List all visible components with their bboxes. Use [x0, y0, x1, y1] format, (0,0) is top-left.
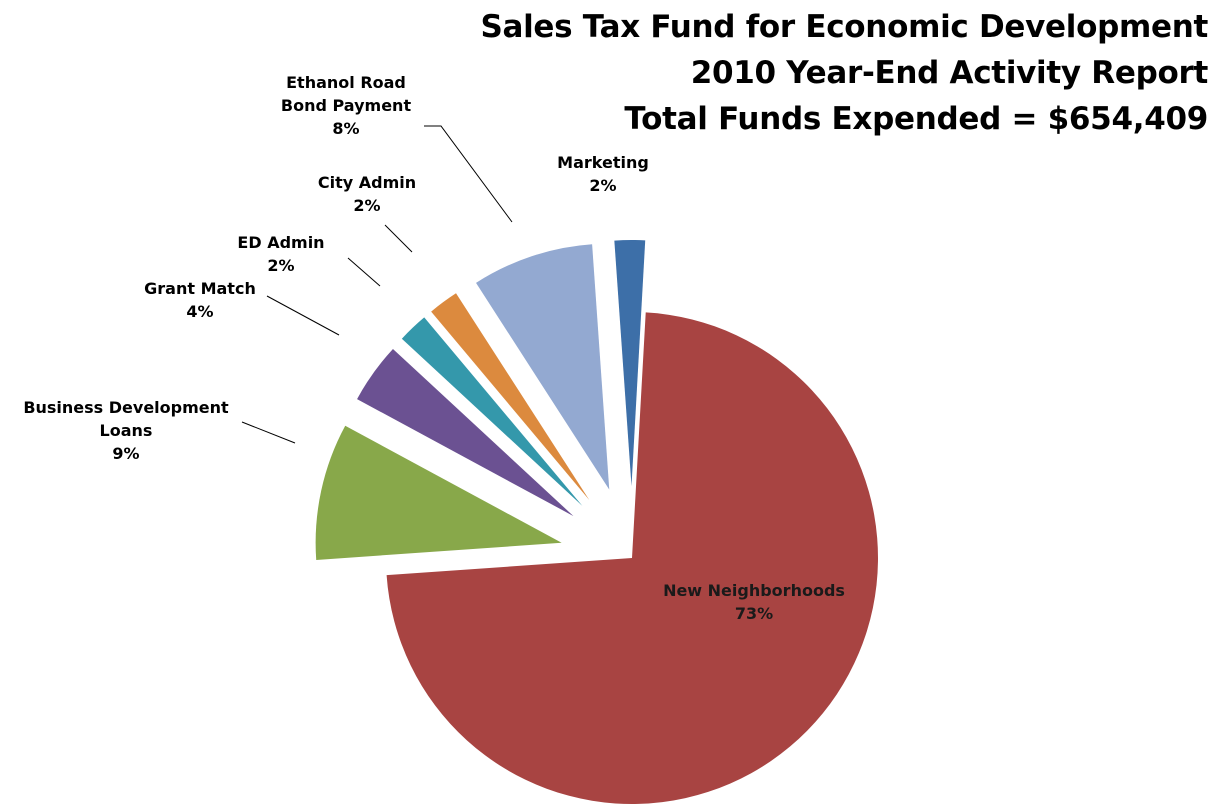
chart-title-line-1: Sales Tax Fund for Economic Development: [480, 9, 1208, 45]
slice-label-text-ethanol-road-bond-payment-1: Bond Payment: [281, 96, 412, 115]
slice-label-text-business-development-loans-1: Loans: [100, 421, 153, 440]
pie-slice-grant-match: [357, 348, 574, 517]
leader-line-ed-admin: [347, 257, 381, 287]
slice-label-text-ed-admin-0: ED Admin: [237, 233, 324, 252]
slice-label-text-business-development-loans-0: Business Development: [23, 398, 229, 417]
slice-value-business-development-loans: 9%: [112, 444, 139, 463]
slice-label-text-ethanol-road-bond-payment-0: Ethanol Road: [286, 73, 406, 92]
pie-slice-marketing: [614, 240, 646, 487]
slice-label-city-admin: City Admin 2%: [318, 173, 416, 215]
pie-slice-city-admin: [431, 293, 590, 501]
slice-label-business-development-loans: Business Development Loans 9%: [23, 398, 229, 463]
slice-label-text-new-neighborhoods-0: New Neighborhoods: [663, 581, 845, 600]
pie-slice-business-development-loans: [315, 425, 562, 560]
chart-title-line-2: 2010 Year-End Activity Report: [690, 55, 1209, 91]
slice-label-text-grant-match-0: Grant Match: [144, 279, 256, 298]
slice-label-ethanol-road-bond-payment: Ethanol Road Bond Payment 8%: [281, 73, 412, 138]
chart-title-line-3: Total Funds Expended = $654,409: [624, 101, 1208, 137]
slice-label-text-marketing-0: Marketing: [557, 153, 649, 172]
slice-label-marketing: Marketing 2%: [557, 153, 649, 195]
pie-slice-ed-admin: [401, 317, 583, 506]
slice-value-new-neighborhoods: 73%: [735, 604, 773, 623]
slice-label-grant-match: Grant Match 4%: [144, 279, 256, 321]
leader-line-grant-match: [266, 295, 340, 336]
slice-value-ed-admin: 2%: [267, 256, 294, 275]
slice-value-marketing: 2%: [589, 176, 616, 195]
slice-label-new-neighborhoods: New Neighborhoods 73%: [663, 581, 845, 623]
slice-value-city-admin: 2%: [353, 196, 380, 215]
leader-line-city-admin: [384, 224, 413, 253]
pie-slice-new-neighborhoods: [386, 312, 878, 804]
slice-value-ethanol-road-bond-payment: 8%: [332, 119, 359, 138]
chart-title: Sales Tax Fund for Economic Development …: [480, 4, 1208, 142]
leader-line-ethanol-road-bond-payment: [424, 125, 513, 223]
pie-slice-ethanol-road-bond-payment: [476, 244, 610, 490]
slice-label-ed-admin: ED Admin 2%: [237, 233, 324, 275]
slice-value-grant-match: 4%: [186, 302, 213, 321]
slice-label-text-city-admin-0: City Admin: [318, 173, 416, 192]
leader-line-business-development-loans: [241, 421, 296, 444]
